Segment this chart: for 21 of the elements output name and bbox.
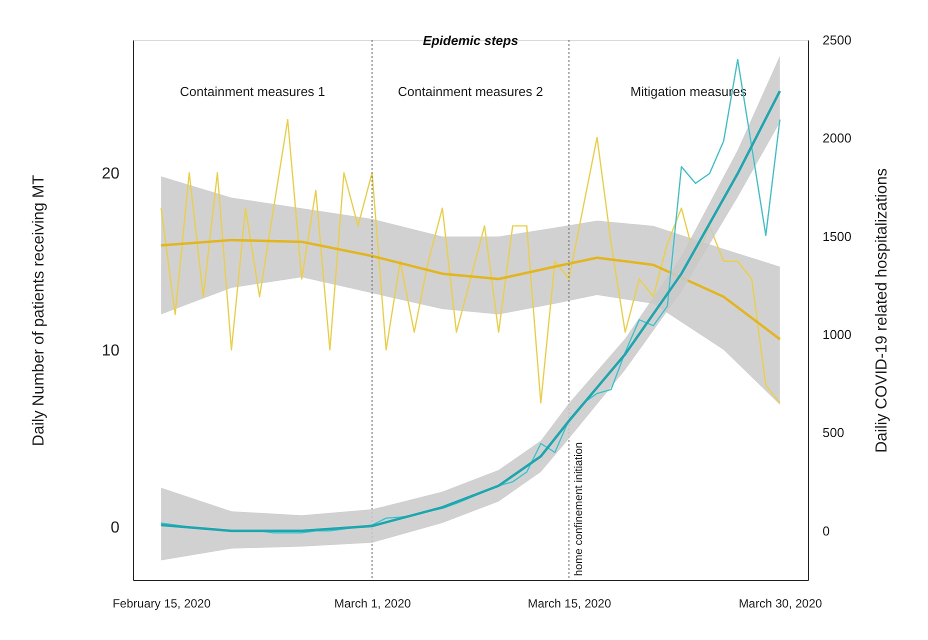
annotation: Containment measures 1	[180, 84, 326, 99]
y2-tick-label: 1000	[822, 327, 852, 342]
y2-tick-label: 500	[822, 425, 844, 440]
x-tick-label: March 15, 2020	[528, 596, 612, 610]
x-tick-label: March 1, 2020	[334, 596, 412, 610]
y2-tick-label: 1500	[822, 228, 852, 244]
x-tick-label: March 30, 2020	[738, 596, 822, 610]
y-tick-label: 0	[110, 519, 120, 536]
ref-line-label: home confinement initiation	[572, 442, 585, 576]
y2-tick-label: 0	[822, 523, 830, 538]
y-tick-label: 10	[102, 342, 120, 360]
y-tick-label: 20	[102, 165, 120, 182]
y-axis-title: Daily Number of patients receiving MT	[30, 174, 48, 446]
line-series	[160, 119, 781, 404]
x-tick-label: February 15, 2020	[112, 596, 211, 610]
y2-tick-label: 2500	[822, 32, 852, 48]
chart-title: Epidemic steps	[422, 33, 518, 48]
y2-axis-title: Dailiy COVID-19 related hospitalizations	[873, 168, 890, 453]
line-series	[160, 238, 782, 340]
y2-tick-label: 2000	[822, 130, 852, 146]
annotation: Containment measures 2	[398, 84, 544, 99]
